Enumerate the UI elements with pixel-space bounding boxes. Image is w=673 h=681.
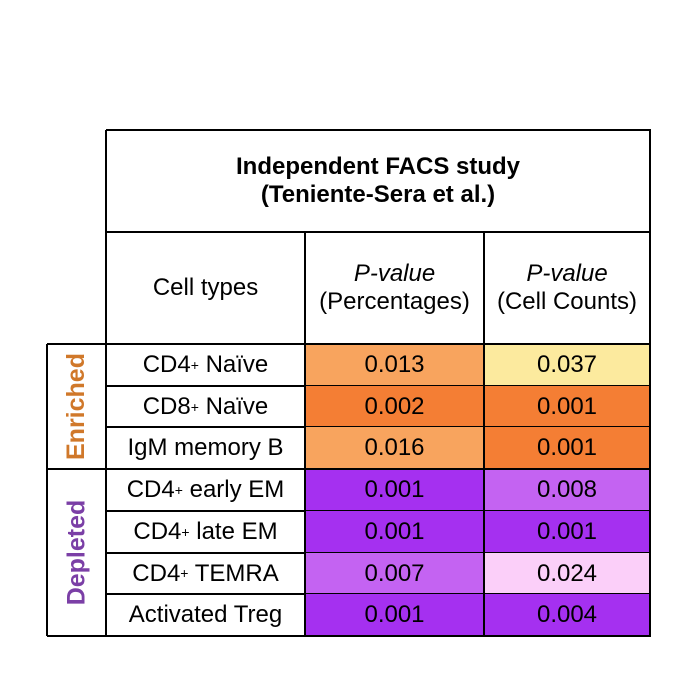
- group-label-text: Depleted: [62, 499, 90, 606]
- pvalue-percentages-cell: 0.002: [305, 385, 484, 428]
- pvalue-counts-cell: 0.001: [484, 427, 650, 470]
- pvalue-counts-cell: 0.024: [484, 552, 650, 595]
- column-header-cnt: P-value (Cell Counts): [484, 232, 650, 344]
- cell-type-label: CD4 + Naïve: [142, 351, 269, 379]
- pvalue-percentages-cell: 0.001: [305, 510, 484, 553]
- column-divider-1: [304, 232, 306, 636]
- cell-type-suffix: late EM: [189, 517, 278, 545]
- pvalue-counts-cell: 0.004: [484, 594, 650, 636]
- cell-type-suffix: early EM: [182, 476, 285, 504]
- cell-type-label: CD8 + Naïve: [142, 392, 269, 420]
- pvalue-counts-cell: 0.037: [484, 344, 650, 386]
- cell-type-name: IgM memory B: [127, 434, 284, 462]
- cell-type-suffix: Naïve: [198, 392, 269, 420]
- column-header-cell_types: Cell types: [106, 232, 305, 344]
- title-divider: [106, 231, 650, 233]
- pvalue-percentages-cell: 0.001: [305, 594, 484, 636]
- column-header-pvalue: P-value: [526, 260, 608, 288]
- pvalue-percentages-cell: 0.001: [305, 469, 484, 511]
- pvalue-percentages-cell: 0.013: [305, 344, 484, 386]
- cell-type-name: Activated Treg: [128, 601, 283, 629]
- pvalue-percentages-cell: 0.007: [305, 552, 484, 595]
- column-divider-2: [483, 232, 485, 636]
- column-header-pct: P-value (Percentages): [305, 232, 484, 344]
- column-header-label: Cell types: [152, 274, 259, 302]
- header-divider: [47, 343, 650, 345]
- table-left-border: [105, 130, 107, 636]
- column-header-sub: (Percentages): [319, 288, 470, 315]
- cell-type-suffix: Naïve: [198, 351, 269, 379]
- group-left-border: [46, 344, 48, 636]
- column-header-pvalue: P-value: [353, 260, 436, 288]
- table-title-line2: (Teniente-Sera et al.): [260, 181, 496, 208]
- pvalue-counts-cell: 0.001: [484, 510, 650, 553]
- pvalue-counts-cell: 0.001: [484, 385, 650, 428]
- cell-type-name: CD4: [142, 351, 191, 379]
- group-label-depleted: Depleted: [47, 469, 106, 636]
- table-bottom-border: [47, 634, 651, 637]
- cell-type-label: CD4 + late EM: [133, 517, 278, 545]
- table-title: Independent FACS study (Teniente-Sera et …: [106, 130, 650, 232]
- cell-type-label: IgM memory B: [106, 427, 305, 469]
- cell-type-label: Activated Treg: [106, 594, 305, 636]
- table-right-border: [649, 130, 651, 637]
- cell-type-label: CD4 + TEMRA: [132, 559, 279, 587]
- group-label-text: Enriched: [62, 353, 91, 461]
- group-divider: [47, 468, 650, 471]
- pvalue-counts-cell: 0.008: [484, 469, 650, 511]
- cell-type-suffix: TEMRA: [188, 559, 279, 587]
- cell-type-name: CD4: [132, 559, 181, 587]
- table-top-border: [106, 129, 651, 131]
- cell-type-label: CD4 + early EM: [126, 476, 285, 504]
- cell-type-name: CD4: [126, 476, 175, 504]
- column-header-sub: (Cell Counts): [496, 288, 638, 315]
- group-label-enriched: Enriched: [47, 344, 106, 469]
- table-title-line1: Independent FACS study: [235, 153, 520, 181]
- cell-type-name: CD8: [142, 392, 191, 420]
- pvalue-percentages-cell: 0.016: [305, 427, 484, 470]
- cell-type-name: CD4: [133, 517, 182, 545]
